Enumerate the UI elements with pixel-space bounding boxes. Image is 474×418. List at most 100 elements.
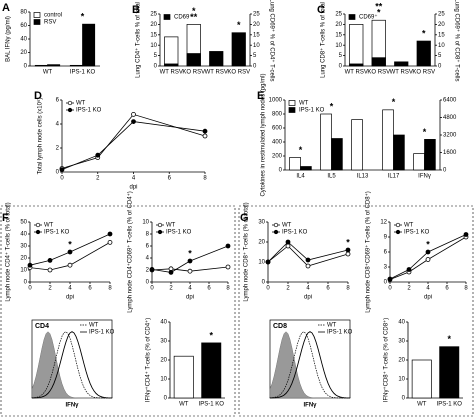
series-line [389,234,467,280]
panel-label: D [34,90,42,102]
panel-frame [0,205,236,417]
x-tick-label: 8 [108,286,112,292]
y-tick-label: 10 [258,260,265,266]
y2-tick-label: 6400 [443,98,457,104]
series-line [151,266,229,272]
y-axis-label: Lymph node CD4⁺CD69⁺ T-cells (% of CD4⁺) [127,191,134,313]
point [27,262,33,268]
point [149,266,155,272]
y-tick-label: 20 [398,358,405,364]
y2-tick-label: 3200 [443,133,457,139]
histogram-isotype [31,331,112,399]
legend-label: IPS-1 KO [282,230,308,236]
legend-marker [273,222,279,228]
annotation: * [423,127,427,137]
y-tick-label: 8 [146,232,150,238]
y-axis-label: IFNγ⁺CD4⁺ T-cells (% of CD4⁺) [145,318,152,402]
bar [47,64,61,67]
x-tick-label: KO RSV [227,70,250,76]
bar [289,157,301,171]
point [131,119,136,124]
y2-tick-label: 20 [253,22,260,28]
histogram-ko [31,331,113,399]
legend-label: IPS-1 KO [44,230,70,236]
x-tick-label: 6 [207,286,211,292]
y-tick-label: 2 [56,146,60,152]
bar [34,64,48,67]
x-tick-label: 6 [88,286,92,292]
series-line [151,245,229,273]
x-tick-label: 4 [306,286,310,292]
point [168,269,174,275]
bar [394,61,409,67]
legend-swatch [33,12,41,18]
x-tick-label: 8 [203,176,207,182]
x-tick-label: IL17 [388,174,400,180]
annotation: * [346,237,350,247]
x-tick-label: 4 [132,176,136,182]
bar [349,24,364,67]
y2-tick-label: 5 [253,53,257,59]
legend-swatch [163,14,171,20]
y2-tick-label: 0 [438,64,442,70]
y-tick-label: 40 [20,232,27,238]
bar [164,36,179,67]
x-axis-label: dpi [424,295,432,301]
y-tick-label: 10 [398,377,405,383]
legend-swatch [288,107,296,113]
x-axis-label: IFNγ [303,403,317,409]
y-tick-label: 0 [154,64,158,70]
point [463,232,469,237]
legend-label: IPS-1 KO [89,330,115,336]
x-tick-label: 2 [96,176,100,182]
y2-tick-label: 10 [253,43,260,49]
x-tick-label: WT [43,70,53,76]
panel-label: C [317,4,325,16]
y-tick-label: 12 [380,220,387,226]
point [225,264,231,270]
y2-tick-label: 4800 [443,115,457,121]
y-tick-label: 30 [160,339,167,345]
point [425,257,431,262]
bar [320,113,332,171]
y2-axis-label: Lung CD69⁺ % of CD8⁺ T-cells [453,0,460,81]
y-tick-label: 4 [56,122,60,128]
y-tick-label: 15 [335,32,342,38]
bar [331,138,343,171]
annotation: * [330,101,334,111]
x-tick-label: IFNγ [418,174,431,180]
annotation: * [447,334,451,344]
y-tick-label: 200 [272,154,283,160]
y-axis-label: Total lymph node cells (x10⁶) [37,98,44,175]
bar [186,53,201,67]
legend-label: IPS-1 KO [166,230,192,236]
legend-swatch [33,19,41,25]
y-tick-label: 10 [160,377,167,383]
x-tick-label: 6 [445,286,449,292]
legend-label: CD69⁺ [359,14,378,21]
y-tick-label: 2 [146,268,150,274]
x-tick-label: 0 [28,286,32,292]
legend-label: RSV [44,20,56,26]
y-tick-label: 15 [150,32,157,38]
point [107,231,113,237]
legend-label: control [44,13,62,19]
x-tick-label: 2 [407,286,411,292]
legend-swatch [288,100,296,106]
legend-label: WT [44,223,54,229]
bar [69,64,83,67]
point [305,263,311,269]
annotation: * [237,20,241,30]
point [187,258,193,264]
x-tick-label: KO RSV [182,70,205,76]
y-tick-label: 400 [272,140,283,146]
annotation: * [392,97,396,107]
x-tick-label: IL13 [357,174,369,180]
x-tick-label: 2 [169,286,173,292]
bar [201,342,222,399]
y-tick-label: 6 [146,244,150,250]
y-axis-label: Lymph node CD8⁺ T-cells (% of total) [243,202,250,301]
y-tick-label: 0 [384,280,388,286]
y-tick-label: 40 [398,320,405,326]
legend-label: IPS-1 KO [327,330,353,336]
